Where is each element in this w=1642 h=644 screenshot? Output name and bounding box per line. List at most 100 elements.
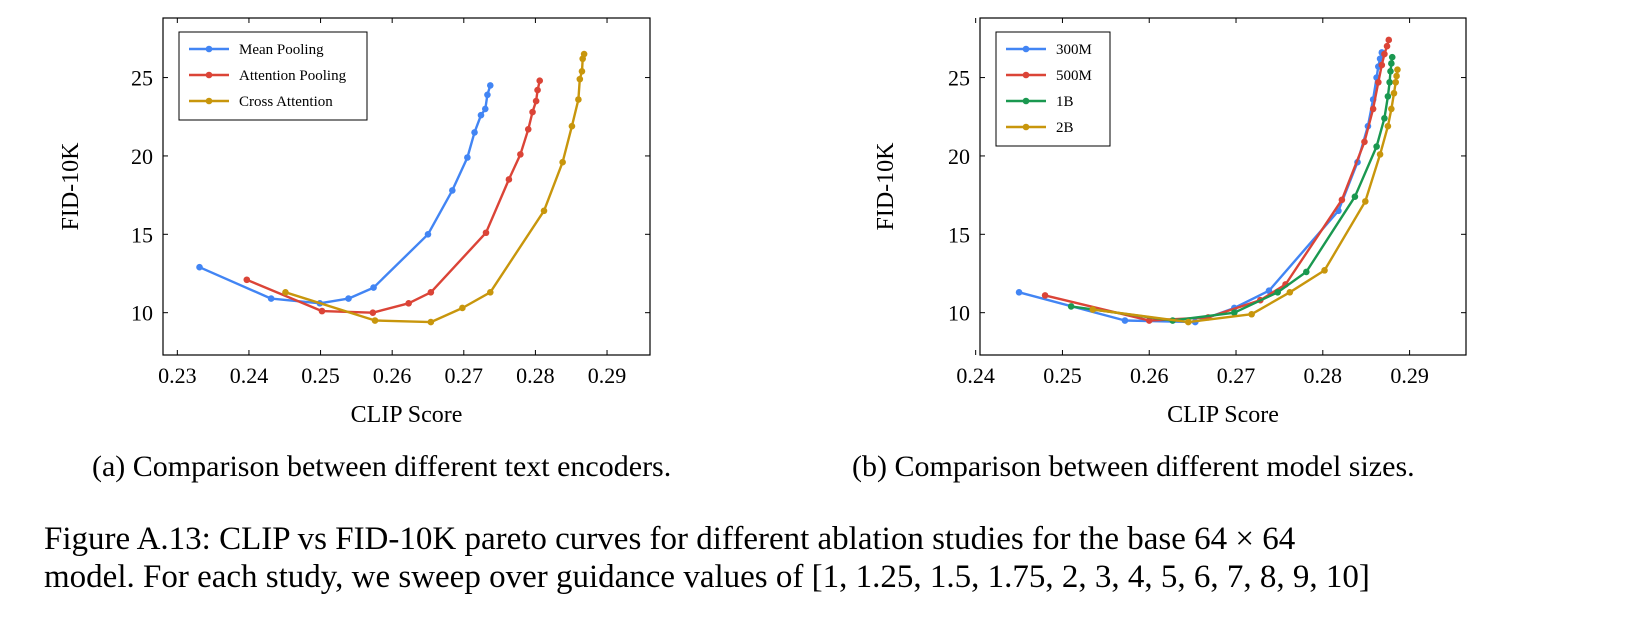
legend: Mean Pooling Attention Pooling Cross Atten… [178,31,368,121]
legend-label: 1B [1056,94,1074,110]
legend-label: Mean Pooling [239,42,324,58]
data-point [1385,36,1393,44]
plot-frame [979,17,1467,356]
data-point [1286,289,1294,296]
x-tick-label: 0.29 [1390,363,1429,388]
data-point [459,304,466,312]
plot-frame [162,17,651,356]
y-tick-label: 15 [948,222,970,247]
data-point [580,50,588,58]
caption-line-1: Figure A.13: CLIP vs FID-10K pareto curv… [44,521,1296,557]
data-point [1145,317,1153,324]
data-point [1386,78,1393,86]
series-2b [1089,66,1401,326]
data-point [484,91,491,99]
data-point [536,77,544,84]
data-point [568,122,576,130]
data-point [1121,317,1129,324]
figure-caption: Figure A.13: CLIP vs FID-10K pareto curv… [44,520,1624,596]
data-point [1015,289,1023,296]
data-point [517,151,524,158]
legend-label: 300M [1056,42,1092,58]
data-point [1393,72,1400,80]
y-tick-label: 20 [131,144,153,169]
data-point [1384,122,1392,130]
legend: 300M 500M 1B 2B [995,31,1111,147]
data-point [578,67,586,75]
data-point [1303,268,1310,276]
legend-swatch-marker [1022,71,1030,79]
data-point [1381,50,1388,58]
chart-a: 0.23 0.24 0.25 0.26 0.27 0.28 0.29 10 15 20 25 CLIP… [58,17,651,428]
data-point [318,307,326,315]
data-point [477,111,485,119]
legend-label: 2B [1056,120,1074,136]
y-tick-label: 25 [131,66,153,91]
legend-swatch-marker [1022,45,1030,53]
legend-swatch-marker [205,71,213,79]
data-point [427,318,435,326]
series-cross-attention [282,50,588,326]
data-point [371,317,379,324]
x-tick-label: 0.26 [1130,363,1169,388]
data-point [481,105,489,113]
data-point [471,129,478,136]
legend-swatch-marker [205,97,213,105]
x-tick-label: 0.27 [1217,363,1256,388]
data-point [505,176,513,183]
y-tick-label: 20 [948,144,970,169]
legend-label: Attention Pooling [239,68,347,84]
data-point [370,284,377,291]
subcaption-a: (a) Comparison between different text en… [92,450,672,483]
x-tick-label: 0.27 [445,363,484,388]
subcaption-b: (b) Comparison between different model s… [852,450,1415,483]
data-point [1388,105,1395,113]
data-point [1378,61,1386,69]
x-tick-label: 0.28 [1304,363,1343,388]
data-point [1373,143,1380,150]
x-tick-label: 0.25 [1043,363,1082,388]
data-point [1383,42,1391,50]
data-point [1381,115,1388,122]
data-point [1392,78,1400,86]
data-point [464,154,471,161]
data-point [1376,151,1384,158]
legend-swatch-marker [1022,123,1030,131]
x-axis-label: CLIP Score [351,402,463,428]
data-point [243,276,251,284]
data-point [1394,66,1401,74]
y-axis-label: FID-10K [873,142,899,231]
series-1b [1067,53,1396,324]
y-axis-label: FID-10K [58,142,84,231]
data-point [1321,267,1328,274]
data-point [424,231,432,238]
data-point [1351,193,1359,200]
data-point [576,75,584,83]
data-point [449,187,456,194]
data-point [1375,78,1382,86]
data-point [486,82,494,89]
data-point [1384,93,1392,100]
y-tick-label: 10 [131,301,153,326]
x-tick-label: 0.23 [158,363,197,388]
data-point [267,295,275,302]
x-tick-label: 0.26 [373,363,412,388]
x-tick-label: 0.29 [588,363,627,388]
x-tick-label: 0.24 [956,363,995,388]
data-point [524,125,532,133]
data-point [1274,289,1281,296]
legend-swatch-marker [205,45,213,53]
x-axis-label: CLIP Score [1167,402,1279,428]
data-point [534,86,541,94]
data-point [1362,198,1369,205]
data-point [1230,309,1238,316]
y-tick-label: 25 [948,66,970,91]
data-point [482,229,490,237]
x-tick-label: 0.28 [516,363,555,388]
data-point [1361,138,1368,146]
legend-label: 500M [1056,68,1092,84]
data-point [1387,67,1394,75]
y-tick-label: 10 [948,301,970,326]
data-point [1390,89,1398,97]
data-point [1041,292,1049,299]
